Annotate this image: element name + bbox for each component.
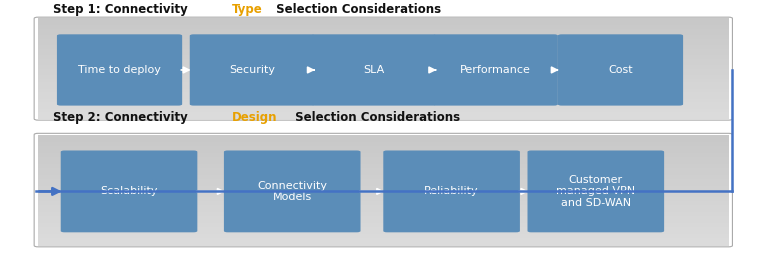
Bar xyxy=(38,146,729,149)
Bar xyxy=(38,161,729,164)
Bar xyxy=(38,35,729,39)
Bar xyxy=(38,85,729,89)
Bar xyxy=(38,92,729,95)
Bar xyxy=(38,112,729,115)
Bar xyxy=(38,115,729,119)
Bar xyxy=(38,183,729,186)
Bar xyxy=(38,99,729,102)
Bar xyxy=(38,164,729,168)
Bar xyxy=(38,223,729,227)
FancyBboxPatch shape xyxy=(311,34,436,106)
FancyBboxPatch shape xyxy=(224,150,361,232)
Bar xyxy=(38,142,729,146)
Bar xyxy=(38,197,729,201)
Bar xyxy=(38,42,729,45)
Bar xyxy=(38,234,729,238)
Text: Step 2: Connectivity: Step 2: Connectivity xyxy=(53,111,192,124)
Bar xyxy=(38,65,729,69)
FancyBboxPatch shape xyxy=(433,34,558,106)
Bar xyxy=(38,69,729,72)
Bar xyxy=(38,29,729,32)
Bar xyxy=(38,205,729,209)
Bar xyxy=(38,89,729,92)
Bar xyxy=(38,190,729,194)
Bar xyxy=(38,75,729,79)
Bar xyxy=(38,109,729,112)
Bar xyxy=(38,79,729,82)
FancyBboxPatch shape xyxy=(528,150,664,232)
Text: Type: Type xyxy=(232,3,263,16)
Bar xyxy=(38,238,729,242)
Text: SLA: SLA xyxy=(364,65,384,75)
Text: Connectivity
Models: Connectivity Models xyxy=(257,181,327,202)
Bar xyxy=(38,212,729,216)
Text: Customer
managed VPN
and SD-WAN: Customer managed VPN and SD-WAN xyxy=(556,175,635,208)
Bar xyxy=(38,157,729,161)
Bar xyxy=(38,52,729,55)
Bar xyxy=(38,220,729,223)
Bar xyxy=(38,18,729,22)
Bar xyxy=(38,138,729,142)
FancyBboxPatch shape xyxy=(57,34,182,106)
Text: Security: Security xyxy=(229,65,276,75)
Text: Cost: Cost xyxy=(608,65,633,75)
Text: Step 1: Connectivity: Step 1: Connectivity xyxy=(53,3,192,16)
Text: Time to deploy: Time to deploy xyxy=(78,65,161,75)
Text: Reliability: Reliability xyxy=(424,186,479,196)
FancyBboxPatch shape xyxy=(383,150,520,232)
Bar xyxy=(38,179,729,183)
Bar xyxy=(38,194,729,197)
Bar xyxy=(38,186,729,190)
FancyBboxPatch shape xyxy=(61,150,197,232)
Bar xyxy=(38,149,729,153)
Bar xyxy=(38,32,729,35)
Bar xyxy=(38,39,729,42)
Text: Performance: Performance xyxy=(460,65,531,75)
Bar xyxy=(38,45,729,49)
Bar xyxy=(38,102,729,105)
Text: Selection Considerations: Selection Considerations xyxy=(291,111,460,124)
Bar xyxy=(38,82,729,85)
Bar xyxy=(38,72,729,75)
Bar xyxy=(38,153,729,157)
Bar xyxy=(38,62,729,65)
Bar xyxy=(38,209,729,212)
FancyBboxPatch shape xyxy=(558,34,683,106)
Bar xyxy=(38,216,729,220)
Text: Selection Considerations: Selection Considerations xyxy=(272,3,441,16)
Bar xyxy=(38,168,729,172)
Bar xyxy=(38,227,729,231)
Bar xyxy=(38,25,729,29)
Bar xyxy=(38,95,729,99)
Text: Design: Design xyxy=(232,111,278,124)
Bar xyxy=(38,242,729,246)
Bar xyxy=(38,135,729,138)
Bar xyxy=(38,172,729,175)
Bar xyxy=(38,55,729,59)
Bar xyxy=(38,59,729,62)
Bar xyxy=(38,22,729,25)
Bar xyxy=(38,49,729,52)
Bar xyxy=(38,201,729,205)
FancyBboxPatch shape xyxy=(190,34,315,106)
Text: Scalability: Scalability xyxy=(100,186,158,196)
Bar xyxy=(38,105,729,109)
Bar xyxy=(38,175,729,179)
Bar xyxy=(38,231,729,234)
